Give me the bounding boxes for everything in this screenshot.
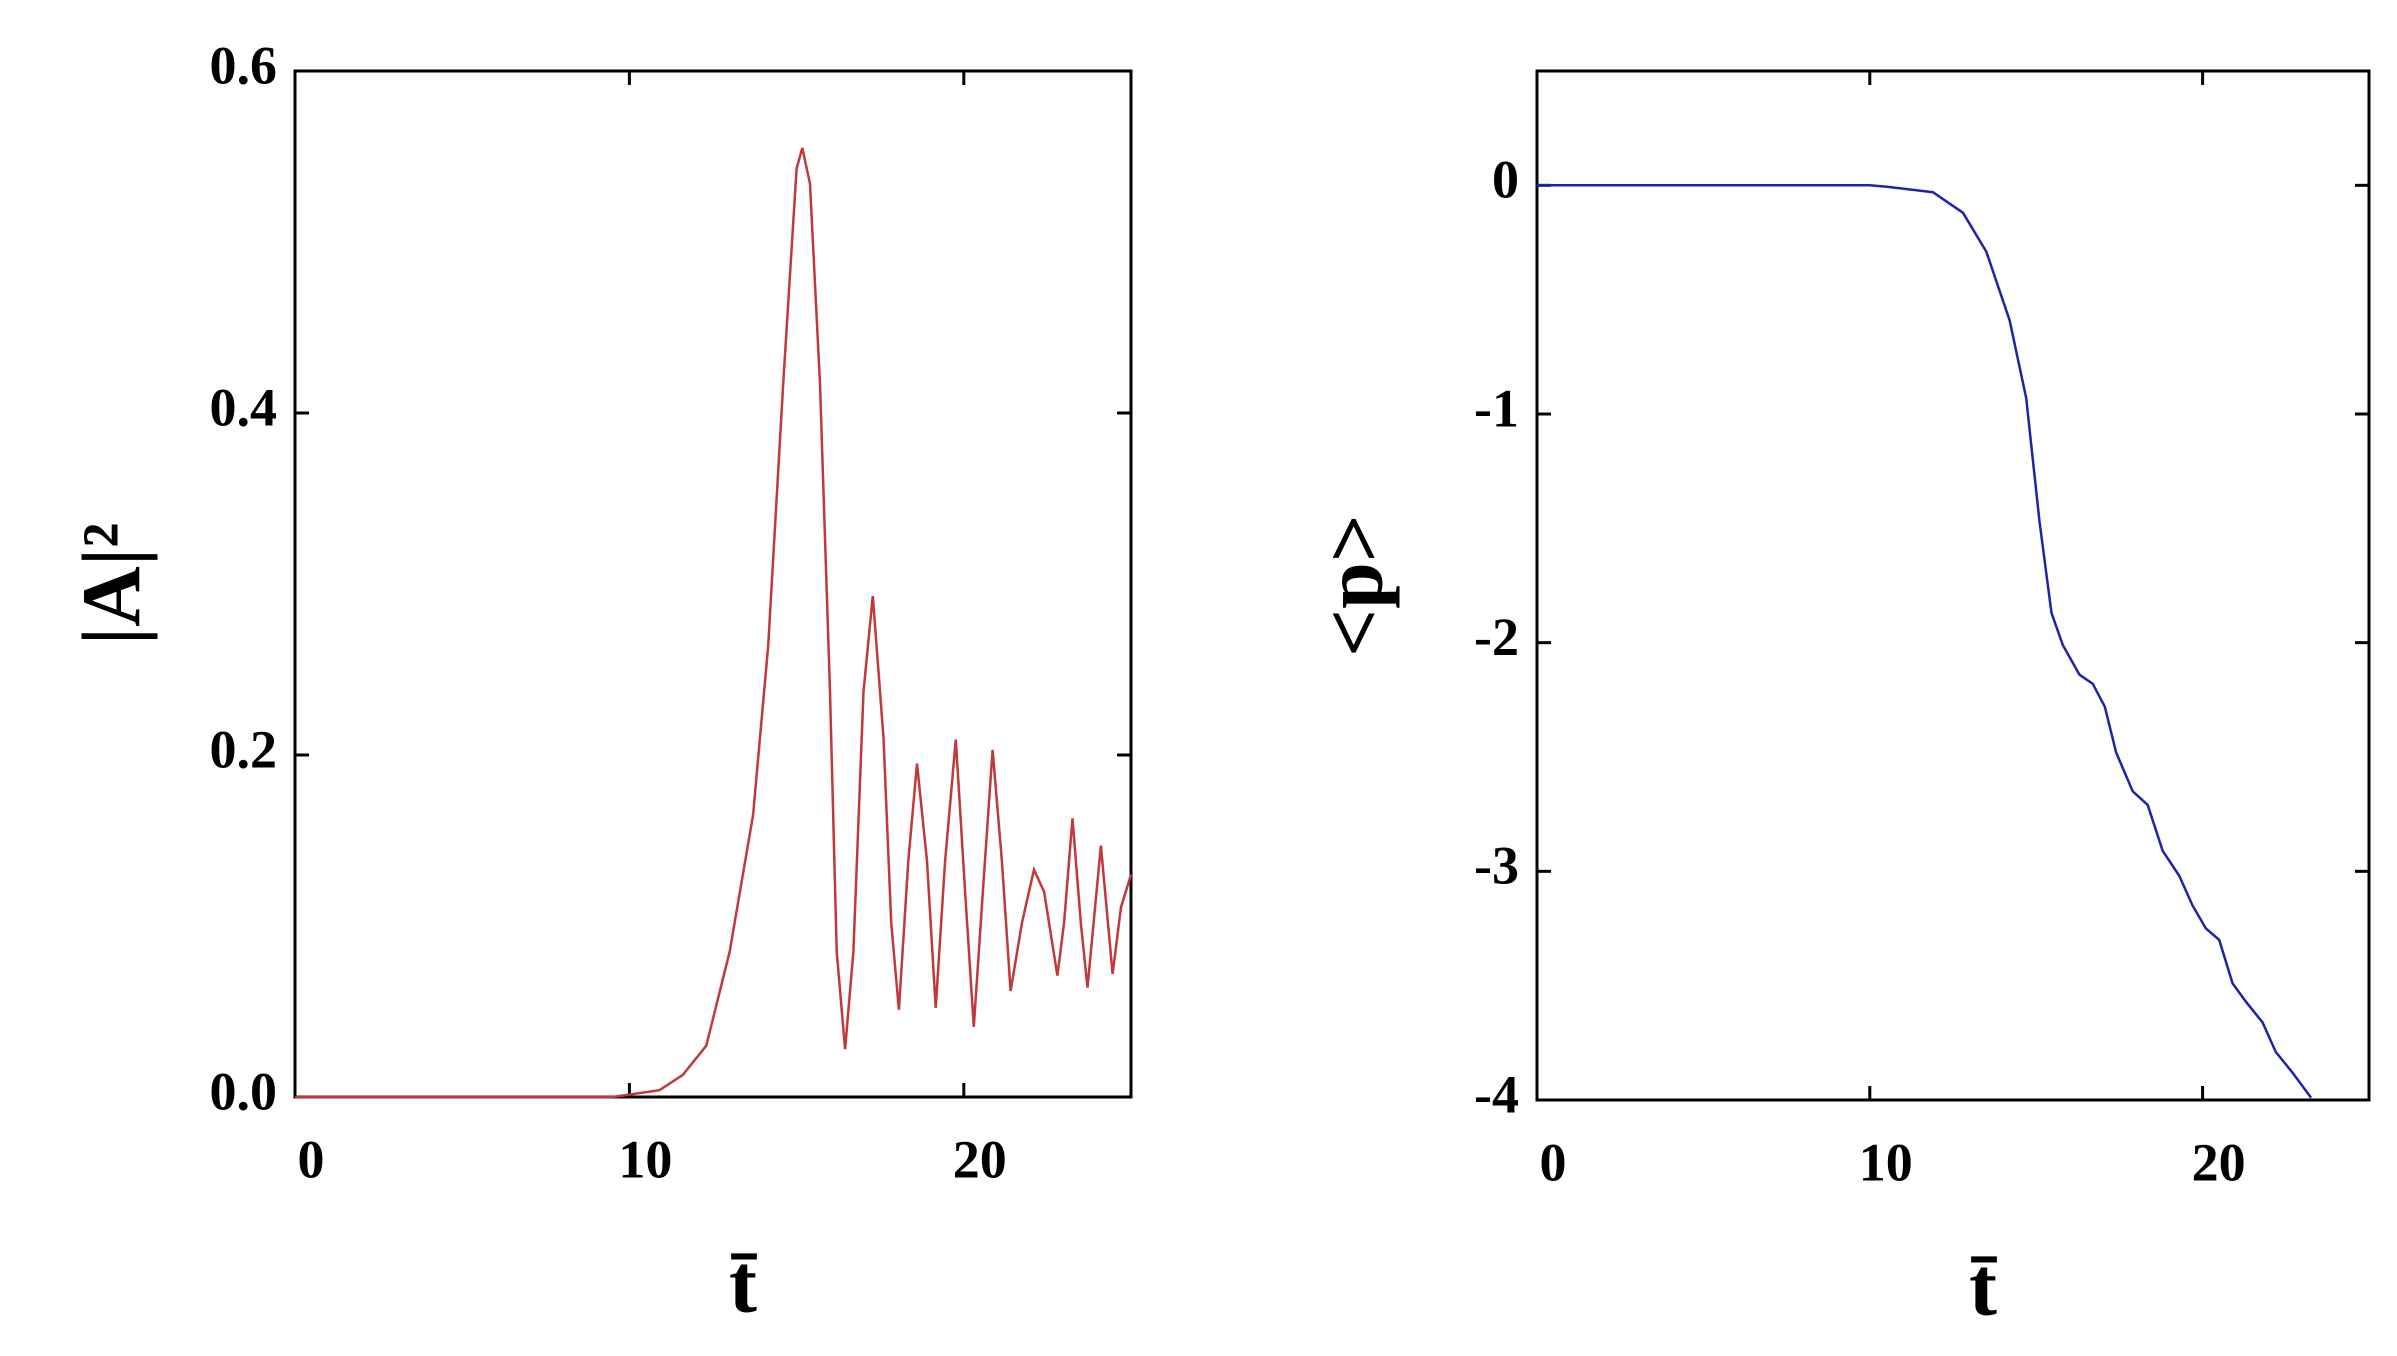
- x-tick-label: 20: [953, 1129, 1007, 1189]
- y-tick-label: 0.4: [210, 377, 278, 437]
- plot-frame: [293, 69, 1133, 1099]
- y-axis-label: <p>: [1307, 514, 1400, 656]
- plot-frame: [1535, 69, 2371, 1102]
- plot-1: -4 -3 -2 -1 0 0 10 20 t̄ <p>: [1307, 69, 2371, 1333]
- x-tick-label: 10: [1859, 1132, 1913, 1192]
- data-line: [295, 147, 1133, 1099]
- x-tick-label: 10: [618, 1129, 672, 1189]
- y-tick-label: 0: [1492, 150, 1519, 210]
- y-tick-label: -4: [1474, 1064, 1519, 1124]
- y-tick-label: 0.6: [210, 35, 278, 95]
- y-tick-label: -3: [1474, 836, 1519, 896]
- y-axis-label: |A|²: [65, 523, 158, 646]
- plot-0: 0.0 0.2 0.4 0.6 0 10 20 t̄ |A|²: [65, 35, 1133, 1330]
- x-tick-label: 20: [2192, 1132, 2246, 1192]
- x-axis-label: t̄: [729, 1237, 757, 1330]
- x-axis-label: t̄: [1969, 1240, 1997, 1333]
- y-tick-label: -2: [1474, 607, 1519, 667]
- data-line: [1537, 184, 2313, 1099]
- y-tick-label: 0.0: [210, 1061, 278, 1121]
- y-tick-label: -1: [1474, 378, 1519, 438]
- x-tick-label: 0: [1540, 1132, 1567, 1192]
- y-tick-label: 0.2: [210, 719, 278, 779]
- x-tick-label: 0: [298, 1129, 325, 1189]
